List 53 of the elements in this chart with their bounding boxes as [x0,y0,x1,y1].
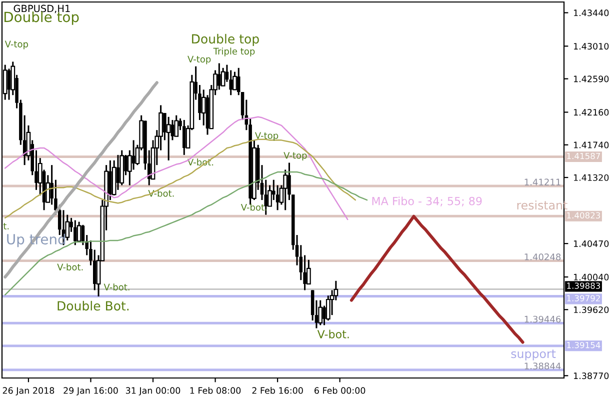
candlestick [65,214,70,242]
candlestick [220,67,226,87]
candlestick [166,116,171,162]
annotation: Double top [192,34,259,46]
x-tick-label: 2 Feb 16:00 [252,387,303,394]
ref-line-label: 1.39446 [524,316,561,323]
y-tick-label: 1.42160 [574,109,609,116]
y-tick-label: 1.43440 [574,10,609,16]
ref-line-label: 1.41587 [567,152,600,160]
x-tick-label: 29 Jan 16:00 [64,387,118,396]
annotation: V-top [284,152,307,161]
ref-line-label: 1.38844 [524,362,561,370]
candlestick [132,139,136,170]
annotation: V-bot. [104,283,130,290]
annotation: V-bot. [317,330,349,338]
candlestick [182,119,186,156]
line-series [350,214,524,344]
candlestick [276,184,280,211]
line-series [4,171,368,296]
ref-line-label: 1.40823 [567,212,600,219]
ref-line-label: 1.39792 [567,295,600,302]
annotation: MA Fibo - 34; 55; 89 [372,196,482,206]
y-tick-label: 1.41320 [574,174,609,181]
candlestick [174,114,179,138]
y-tick-label: 1.39620 [574,306,609,314]
candlestick [116,154,120,191]
ref-line-label: 1.39883 [567,282,600,289]
annotation: Triple top [213,48,255,56]
line-series [4,116,348,220]
x-tick-label: 1 Feb 08:00 [190,387,241,394]
annotation: V-top [4,40,28,50]
annotation: V-top [254,132,278,141]
ref-line-label: 1.40248 [524,253,561,260]
y-tick-label: 1.41740 [574,142,609,148]
ref-line-label: 1.39154 [567,342,600,348]
annotation: t. [3,223,9,230]
chart-title: GBPUSD,H1 [14,4,70,14]
ref-line-label: 1.41211 [524,178,560,186]
x-tick-label: 31 Jan 00:00 [126,387,180,396]
y-tick-label: 1.42590 [574,76,609,82]
y-tick-label: 1.40470 [574,240,609,247]
annotation: Double Bot. [58,300,129,311]
annotation: V-top [188,56,211,64]
x-tick-label: 6 Feb 00:00 [314,387,366,394]
candlestick [76,221,82,242]
candlestick [318,300,323,326]
y-tick-label: 1.38770 [574,372,609,380]
x-tick-label: 26 Jan 2018 [2,387,54,396]
candlestick [7,68,11,101]
y-tick-label: 1.43010 [574,42,609,50]
annotation: support [511,350,556,360]
annotation: V-bot. [57,263,83,270]
y-tick-label: 1.40040 [574,274,609,280]
